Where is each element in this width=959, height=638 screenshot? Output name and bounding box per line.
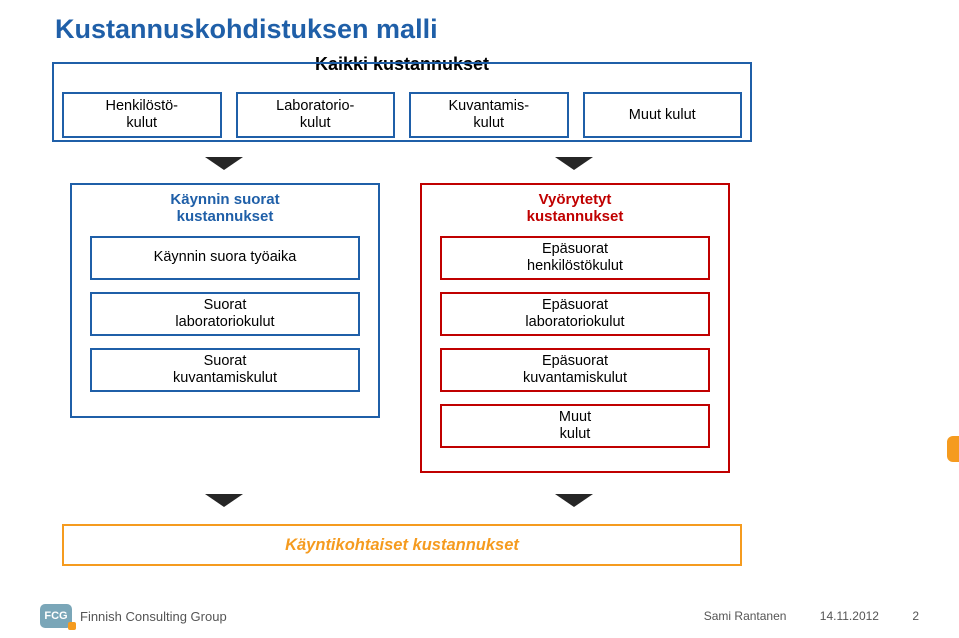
arrow-top-left (205, 157, 243, 170)
bottom-label: Käyntikohtaiset kustannukset (285, 536, 519, 555)
mid-right-item-1: Epäsuoratlaboratoriokulut (440, 292, 710, 336)
top-cell-2: Kuvantamis-kulut (409, 92, 569, 138)
mid-right-box: Vyörytetytkustannukset Epäsuorathenkilös… (420, 183, 730, 473)
top-cell-1: Laboratorio-kulut (236, 92, 396, 138)
arrow-top-right (555, 157, 593, 170)
arrow-bot-right (555, 494, 593, 507)
top-cell-0: Henkilöstö-kulut (62, 92, 222, 138)
mid-left-item-0: Käynnin suora työaika (90, 236, 360, 280)
logo-mark: FCG (40, 604, 72, 628)
mid-left-title: Käynnin suoratkustannukset (72, 185, 378, 226)
mid-right-item-2: Epäsuoratkuvantamiskulut (440, 348, 710, 392)
logo-dot-icon (68, 622, 76, 630)
footer-page: 2 (912, 609, 919, 623)
footer-author: Sami Rantanen (704, 609, 787, 623)
top-cell-3: Muut kulut (583, 92, 743, 138)
top-row: Henkilöstö-kulut Laboratorio-kulut Kuvan… (62, 92, 742, 138)
mid-right-item-0: Epäsuorathenkilöstökulut (440, 236, 710, 280)
mid-right-item-3: Muutkulut (440, 404, 710, 448)
mid-right-title: Vyörytetytkustannukset (422, 185, 728, 226)
mid-left-box: Käynnin suoratkustannukset Käynnin suora… (70, 183, 380, 418)
bottom-box: Käyntikohtaiset kustannukset (62, 524, 742, 566)
mid-right-items: Epäsuorathenkilöstökulut Epäsuoratlabora… (422, 226, 728, 462)
page-title: Kustannuskohdistuksen malli (0, 0, 959, 45)
side-tab (947, 436, 959, 462)
mid-left-item-1: Suoratlaboratoriokulut (90, 292, 360, 336)
footer-right: Sami Rantanen 14.11.2012 2 (674, 609, 919, 623)
brand-name: Finnish Consulting Group (80, 609, 227, 624)
footer: FCG Finnish Consulting Group Sami Rantan… (0, 604, 959, 628)
arrow-bot-left (205, 494, 243, 507)
logo: FCG Finnish Consulting Group (40, 604, 227, 628)
mid-left-items: Käynnin suora työaika Suoratlaboratoriok… (72, 226, 378, 406)
mid-left-item-2: Suoratkuvantamiskulut (90, 348, 360, 392)
footer-date: 14.11.2012 (820, 609, 879, 623)
